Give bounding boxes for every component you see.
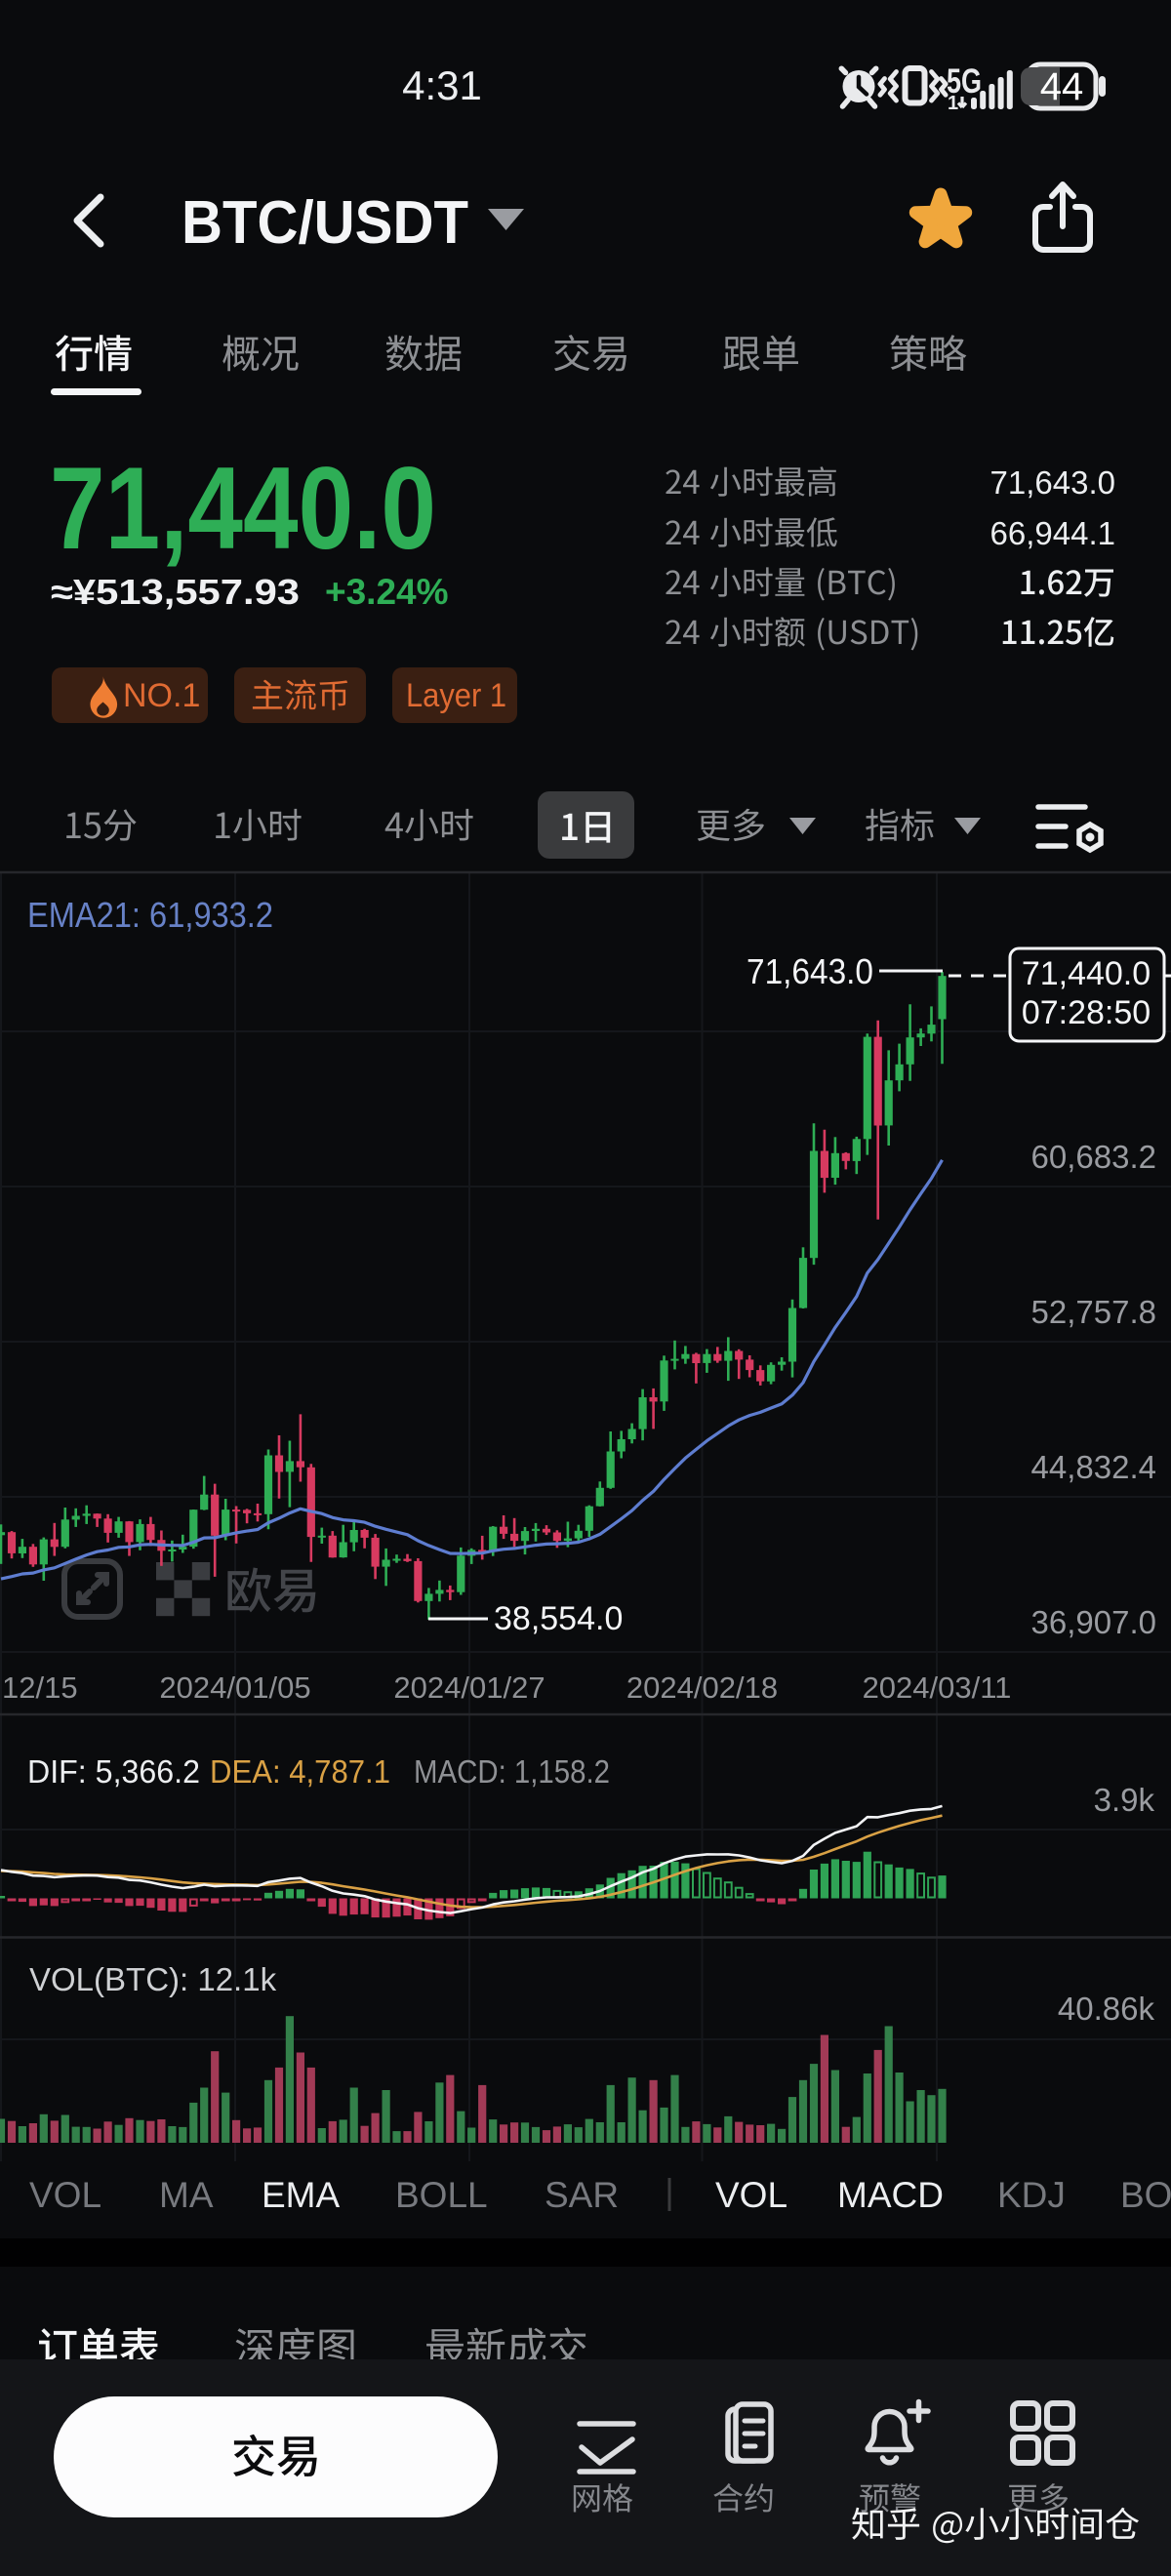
svg-text:44: 44	[1040, 65, 1084, 108]
svg-text:SAR: SAR	[545, 2175, 619, 2215]
svg-text:2024/03/11: 2024/03/11	[863, 1670, 1012, 1705]
svg-text:2024/01/05: 2024/01/05	[159, 1670, 310, 1705]
svg-text:BOLL: BOLL	[395, 2175, 488, 2215]
svg-text:EMA: EMA	[262, 2175, 341, 2215]
svg-text:60,683.2: 60,683.2	[1031, 1139, 1156, 1175]
svg-text:52,757.8: 52,757.8	[1031, 1294, 1156, 1330]
svg-text:MACD: 1,158.2: MACD: 1,158.2	[414, 1753, 610, 1790]
svg-text:40.86k: 40.86k	[1058, 1991, 1155, 2027]
svg-text:66,944.1: 66,944.1	[990, 515, 1115, 551]
svg-text:VOL: VOL	[715, 2175, 787, 2215]
svg-text:EMA21: 61,933.2: EMA21: 61,933.2	[27, 895, 273, 935]
svg-text:3.9k: 3.9k	[1094, 1782, 1155, 1818]
svg-text:1: 1	[948, 93, 958, 114]
svg-text:4:31: 4:31	[402, 62, 482, 108]
svg-text:MA: MA	[159, 2175, 214, 2215]
svg-text:71,643.0: 71,643.0	[990, 464, 1115, 501]
svg-text:MACD: MACD	[837, 2175, 944, 2215]
svg-text:5G: 5G	[947, 62, 982, 101]
svg-text:BTC/USDT: BTC/USDT	[182, 189, 468, 257]
svg-text:12/15: 12/15	[2, 1670, 78, 1705]
svg-text:07:28:50: 07:28:50	[1022, 994, 1151, 1031]
svg-text:VOL(BTC): 12.1k: VOL(BTC): 12.1k	[29, 1961, 277, 1997]
svg-text:Layer 1: Layer 1	[406, 677, 506, 714]
svg-text:71,440.0: 71,440.0	[50, 443, 436, 574]
svg-text:VOL: VOL	[29, 2175, 101, 2215]
svg-text:71,440.0: 71,440.0	[1022, 955, 1151, 992]
svg-text:36,907.0: 36,907.0	[1031, 1604, 1156, 1640]
svg-text:38,554.0: 38,554.0	[494, 1600, 623, 1637]
svg-text:2024/02/18: 2024/02/18	[626, 1670, 778, 1705]
svg-text:+3.24%: +3.24%	[325, 572, 449, 612]
svg-text:NO.1: NO.1	[123, 677, 200, 714]
svg-text:DIF: 5,366.2: DIF: 5,366.2	[27, 1753, 200, 1790]
svg-text:BO: BO	[1120, 2175, 1171, 2215]
svg-text:44,832.4: 44,832.4	[1031, 1449, 1156, 1485]
svg-text:≈¥513,557.93: ≈¥513,557.93	[51, 572, 300, 612]
svg-text:KDJ: KDJ	[997, 2175, 1066, 2215]
svg-text:71,643.0: 71,643.0	[747, 951, 873, 991]
svg-text:DEA: 4,787.1: DEA: 4,787.1	[210, 1753, 390, 1790]
svg-text:2024/01/27: 2024/01/27	[393, 1670, 545, 1705]
